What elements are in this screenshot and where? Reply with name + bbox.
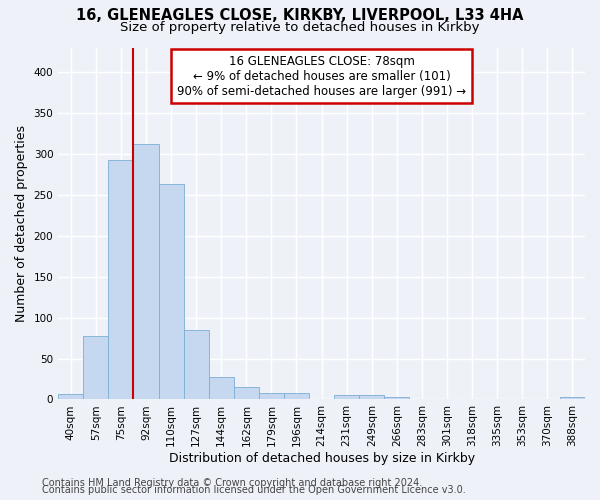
Text: 16, GLENEAGLES CLOSE, KIRKBY, LIVERPOOL, L33 4HA: 16, GLENEAGLES CLOSE, KIRKBY, LIVERPOOL,… <box>76 8 524 22</box>
Bar <box>83 336 109 400</box>
Bar <box>133 144 158 400</box>
Bar <box>184 330 209 400</box>
Bar <box>234 387 259 400</box>
X-axis label: Distribution of detached houses by size in Kirkby: Distribution of detached houses by size … <box>169 452 475 465</box>
Text: Contains HM Land Registry data © Crown copyright and database right 2024.: Contains HM Land Registry data © Crown c… <box>42 478 422 488</box>
Bar <box>284 393 309 400</box>
Text: Size of property relative to detached houses in Kirkby: Size of property relative to detached ho… <box>120 21 480 34</box>
Text: Contains public sector information licensed under the Open Government Licence v3: Contains public sector information licen… <box>42 485 466 495</box>
Bar <box>259 393 284 400</box>
Bar <box>334 396 359 400</box>
Bar <box>560 397 585 400</box>
Bar <box>385 397 409 400</box>
Bar <box>109 160 133 400</box>
Text: 16 GLENEAGLES CLOSE: 78sqm
← 9% of detached houses are smaller (101)
90% of semi: 16 GLENEAGLES CLOSE: 78sqm ← 9% of detac… <box>177 54 466 98</box>
Bar <box>209 376 234 400</box>
Bar <box>158 184 184 400</box>
Y-axis label: Number of detached properties: Number of detached properties <box>15 125 28 322</box>
Bar <box>58 394 83 400</box>
Bar <box>359 396 385 400</box>
